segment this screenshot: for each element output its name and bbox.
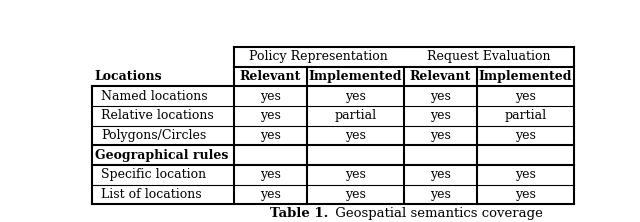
Text: yes: yes bbox=[345, 129, 366, 142]
Text: yes: yes bbox=[515, 129, 536, 142]
Text: Geospatial semantics coverage: Geospatial semantics coverage bbox=[331, 207, 543, 220]
Text: List of locations: List of locations bbox=[101, 188, 202, 201]
Text: yes: yes bbox=[515, 90, 536, 103]
Text: yes: yes bbox=[430, 109, 451, 123]
Text: Relative locations: Relative locations bbox=[101, 109, 214, 123]
Text: Table 1.: Table 1. bbox=[270, 207, 328, 220]
Text: Implemented: Implemented bbox=[479, 70, 572, 83]
Text: Policy Representation: Policy Representation bbox=[250, 50, 388, 63]
Text: yes: yes bbox=[260, 129, 281, 142]
Text: yes: yes bbox=[430, 168, 451, 181]
Text: yes: yes bbox=[430, 188, 451, 201]
Text: Relevant: Relevant bbox=[240, 70, 301, 83]
Text: yes: yes bbox=[515, 188, 536, 201]
Text: Named locations: Named locations bbox=[101, 90, 208, 103]
Text: yes: yes bbox=[430, 90, 451, 103]
Text: Specific location: Specific location bbox=[101, 168, 207, 181]
Text: Geographical rules: Geographical rules bbox=[95, 149, 228, 162]
Text: Request Evaluation: Request Evaluation bbox=[428, 50, 550, 63]
Text: Relevant: Relevant bbox=[410, 70, 471, 83]
Text: Implemented: Implemented bbox=[308, 70, 403, 83]
Text: yes: yes bbox=[260, 90, 281, 103]
Text: Locations: Locations bbox=[95, 70, 163, 83]
Text: partial: partial bbox=[504, 109, 547, 123]
Text: yes: yes bbox=[345, 188, 366, 201]
Text: Polygons/Circles: Polygons/Circles bbox=[101, 129, 207, 142]
Text: partial: partial bbox=[335, 109, 376, 123]
Text: yes: yes bbox=[345, 168, 366, 181]
Text: yes: yes bbox=[260, 188, 281, 201]
Text: yes: yes bbox=[345, 90, 366, 103]
Text: yes: yes bbox=[260, 168, 281, 181]
Text: yes: yes bbox=[260, 109, 281, 123]
Text: yes: yes bbox=[515, 168, 536, 181]
Text: yes: yes bbox=[430, 129, 451, 142]
